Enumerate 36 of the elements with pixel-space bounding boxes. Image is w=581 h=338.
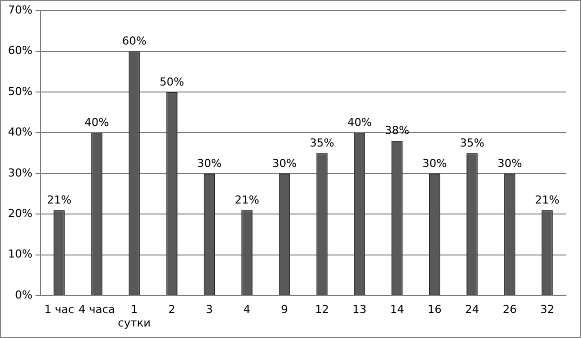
data-label: 50% [160,75,184,88]
data-label: 38% [384,124,410,138]
y-tick-label: 70% [8,3,32,16]
y-tick-label: 0% [14,288,32,302]
y-tick-label: 50% [8,84,32,98]
x-tick-label: 3 [206,303,213,316]
y-tick-label: 40% [8,126,32,139]
x-tick-label: 12 [314,303,329,316]
x-tick-label: 2 [168,303,176,316]
data-label: 60% [122,34,147,48]
y-tick-label: 30% [8,166,32,180]
x-tick-label: 14 [390,303,404,316]
x-tick-label: 1 час [44,303,74,316]
data-label: 30% [272,156,297,170]
x-tick-label: 4 [243,303,250,316]
x-tick-label: 16 [428,303,442,316]
data-label: 35% [460,136,484,150]
x-tick-label: 4 часа [78,303,116,316]
data-label: 21% [46,193,72,206]
x-tick-label: 1 сутки [118,303,151,330]
data-label: 21% [535,193,560,206]
data-label: 35% [310,136,334,150]
x-tick-label: 32 [540,303,554,316]
data-label: 40% [84,116,109,130]
data-label: 30% [197,156,222,170]
x-tick-label: 9 [280,303,288,316]
data-label: 30% [497,156,522,170]
x-tick-label: 24 [465,303,480,316]
x-tick-label: 26 [502,303,517,316]
y-tick-label: 10% [8,248,32,261]
y-tick-label: 60% [8,44,32,58]
data-label: 30% [422,156,447,170]
data-label: 40% [347,116,372,130]
x-tick-label: 13 [352,303,367,316]
y-tick-label: 20% [8,207,32,220]
data-label: 21% [234,193,260,206]
